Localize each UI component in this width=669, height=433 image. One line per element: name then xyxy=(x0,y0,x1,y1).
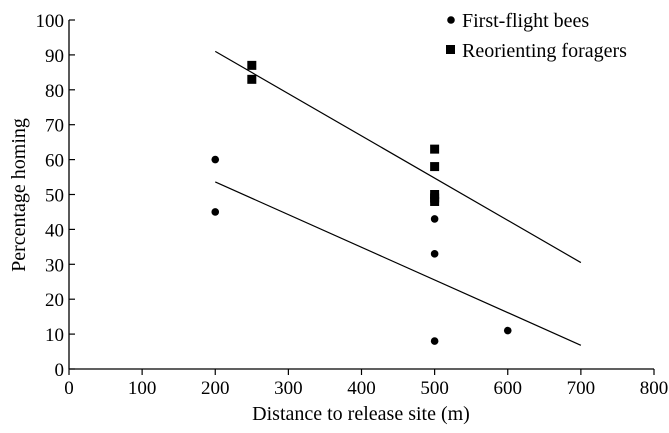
trendline-first-flight-bees xyxy=(215,181,582,346)
data-point-first-flight-bees xyxy=(430,215,439,223)
legend-circle-marker xyxy=(447,16,455,24)
y-tick-label: 70 xyxy=(45,116,64,137)
data-point-reorienting-foragers xyxy=(430,162,440,172)
legend: First-flight bees Reorienting foragers xyxy=(446,10,627,62)
x-tick-label: 100 xyxy=(128,378,157,399)
y-tick-label: 20 xyxy=(45,290,64,311)
trendline-reorienting-foragers xyxy=(214,50,582,264)
data-point-first-flight-bees xyxy=(503,326,512,335)
legend-square-marker xyxy=(446,45,455,54)
data-point-reorienting-foragers xyxy=(247,74,257,84)
data-point-reorienting-foragers xyxy=(430,196,440,206)
y-tick-label: 0 xyxy=(55,360,65,381)
data-point-first-flight-bees xyxy=(211,208,220,216)
x-tick-label: 600 xyxy=(494,378,523,399)
x-tick-label: 800 xyxy=(640,378,669,399)
y-tick-label: 40 xyxy=(45,220,64,241)
data-point-first-flight-bees xyxy=(211,155,220,164)
data-point-first-flight-bees xyxy=(430,250,439,258)
x-tick-label: 0 xyxy=(64,378,74,399)
plot-area: 0 10 20 30 40 50 60 70 80 90 100 0 100 200 300 400 500 6… xyxy=(36,11,669,399)
y-tick-label: 80 xyxy=(45,81,64,102)
y-tick-label: 10 xyxy=(45,325,64,346)
y-tick-label: 60 xyxy=(45,151,64,172)
y-tick-label: 90 xyxy=(45,46,64,67)
y-tick-label: 50 xyxy=(45,186,64,207)
data-markers xyxy=(211,60,512,345)
legend-label-reorienting-foragers: Reorienting foragers xyxy=(462,40,627,62)
data-point-reorienting-foragers xyxy=(430,144,440,154)
trendlines xyxy=(214,50,582,346)
y-tick-label: 30 xyxy=(45,255,64,276)
x-tick-label: 500 xyxy=(420,378,449,399)
y-axis-ticks: 0 10 20 30 40 50 60 70 80 90 100 xyxy=(36,11,75,381)
x-tick-label: 300 xyxy=(274,378,303,399)
legend-label-first-flight-bees: First-flight bees xyxy=(462,10,589,32)
x-tick-label: 200 xyxy=(201,378,230,399)
x-tick-label: 400 xyxy=(347,378,376,399)
x-axis-title: Distance to release site (m) xyxy=(252,403,470,425)
x-tick-label: 700 xyxy=(567,378,596,399)
y-tick-label: 100 xyxy=(36,11,65,32)
y-axis-title: Percentage homing xyxy=(8,118,30,272)
data-point-reorienting-foragers xyxy=(247,60,257,70)
data-point-first-flight-bees xyxy=(430,337,439,345)
x-axis-ticks: 0 100 200 300 400 500 600 700 800 xyxy=(64,369,668,399)
